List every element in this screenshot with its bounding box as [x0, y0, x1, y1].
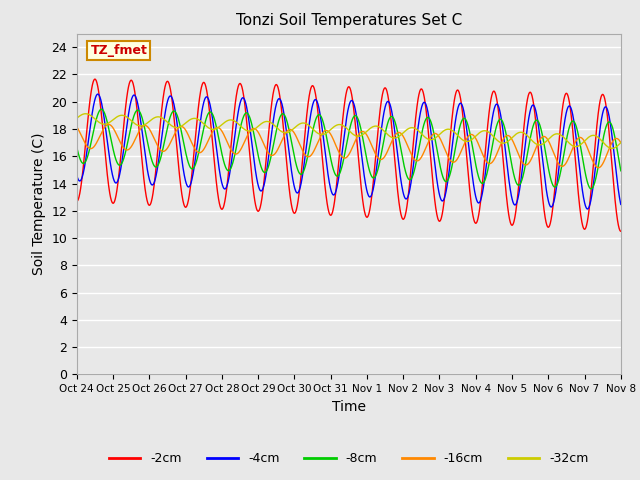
-16cm	[73, 124, 81, 130]
-32cm	[617, 140, 625, 145]
-4cm	[502, 148, 509, 154]
-32cm	[602, 142, 609, 147]
-32cm	[601, 142, 609, 147]
-4cm	[602, 104, 609, 110]
-2cm	[502, 183, 509, 189]
-16cm	[338, 154, 346, 159]
-4cm	[584, 206, 591, 212]
Line: -16cm: -16cm	[77, 124, 621, 168]
-8cm	[602, 126, 609, 132]
-32cm	[73, 115, 81, 121]
-16cm	[617, 140, 625, 145]
-16cm	[100, 124, 108, 130]
-8cm	[617, 168, 625, 174]
-32cm	[502, 140, 509, 145]
-16cm	[602, 156, 609, 161]
-4cm	[617, 202, 625, 207]
-2cm	[338, 128, 346, 133]
Text: TZ_fmet: TZ_fmet	[90, 44, 147, 57]
-4cm	[101, 120, 109, 126]
-2cm	[101, 147, 109, 153]
-8cm	[73, 144, 81, 150]
-2cm	[602, 98, 609, 104]
X-axis label: Time: Time	[332, 400, 366, 414]
Title: Tonzi Soil Temperatures Set C: Tonzi Soil Temperatures Set C	[236, 13, 462, 28]
-8cm	[502, 128, 509, 134]
Y-axis label: Soil Temperature (C): Soil Temperature (C)	[31, 133, 45, 275]
-32cm	[608, 145, 616, 151]
-8cm	[101, 111, 109, 117]
Line: -8cm: -8cm	[77, 109, 621, 189]
-4cm	[323, 166, 331, 171]
-4cm	[338, 154, 346, 159]
-8cm	[338, 165, 346, 171]
-4cm	[602, 104, 609, 110]
-16cm	[502, 133, 509, 139]
-8cm	[98, 107, 106, 112]
-16cm	[595, 165, 602, 170]
-32cm	[82, 111, 90, 117]
-32cm	[101, 121, 109, 127]
-32cm	[323, 130, 331, 135]
Legend: -2cm, -4cm, -8cm, -16cm, -32cm: -2cm, -4cm, -8cm, -16cm, -32cm	[104, 447, 594, 470]
Line: -2cm: -2cm	[77, 79, 621, 231]
-8cm	[588, 186, 595, 192]
-32cm	[338, 122, 346, 128]
-4cm	[94, 91, 102, 97]
Line: -4cm: -4cm	[77, 94, 621, 209]
-2cm	[323, 201, 331, 206]
-2cm	[73, 198, 81, 204]
-16cm	[323, 128, 331, 133]
-2cm	[617, 228, 625, 234]
-16cm	[105, 121, 113, 127]
-16cm	[602, 155, 609, 161]
-4cm	[73, 172, 81, 178]
-8cm	[323, 137, 331, 143]
-8cm	[602, 125, 609, 131]
-2cm	[601, 97, 609, 103]
Line: -32cm: -32cm	[77, 114, 621, 148]
-2cm	[91, 76, 99, 82]
